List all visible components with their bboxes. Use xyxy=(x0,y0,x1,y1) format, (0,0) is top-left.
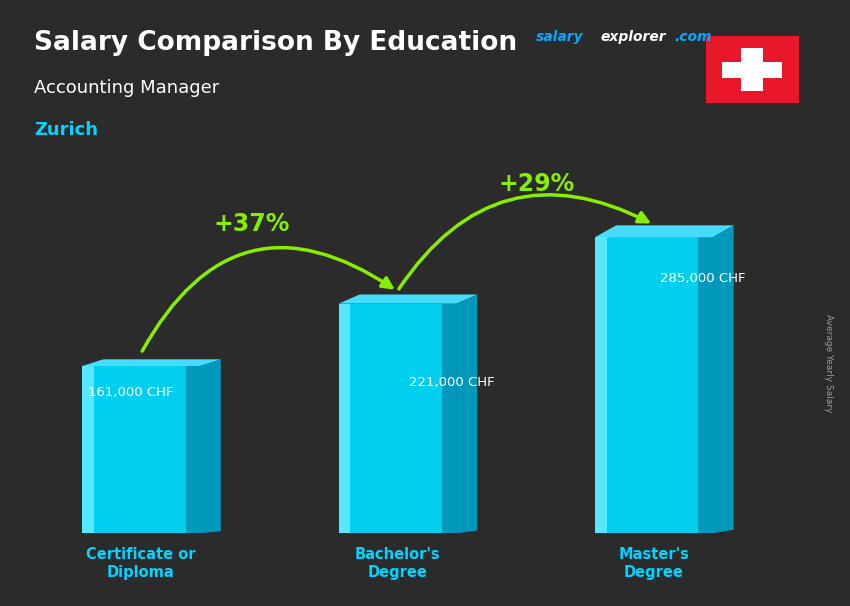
Text: explorer: explorer xyxy=(600,30,666,44)
Bar xyxy=(442,304,456,533)
Bar xyxy=(595,237,712,533)
Text: Zurich: Zurich xyxy=(34,121,98,139)
Bar xyxy=(82,366,94,533)
Text: .com: .com xyxy=(674,30,711,44)
Bar xyxy=(741,48,763,91)
Bar xyxy=(338,304,350,533)
Bar xyxy=(699,237,712,533)
Text: 161,000 CHF: 161,000 CHF xyxy=(88,387,173,399)
Text: 221,000 CHF: 221,000 CHF xyxy=(409,376,495,388)
Polygon shape xyxy=(456,295,477,533)
Text: Salary Comparison By Education: Salary Comparison By Education xyxy=(34,30,517,56)
Polygon shape xyxy=(338,295,477,304)
Text: +37%: +37% xyxy=(214,212,290,236)
Bar xyxy=(595,237,607,533)
Text: +29%: +29% xyxy=(498,171,575,196)
Polygon shape xyxy=(82,359,221,366)
Text: salary: salary xyxy=(536,30,583,44)
Polygon shape xyxy=(712,225,734,533)
Polygon shape xyxy=(200,359,221,533)
Bar xyxy=(185,366,200,533)
Text: Average Yearly Salary: Average Yearly Salary xyxy=(824,315,833,413)
Text: Accounting Manager: Accounting Manager xyxy=(34,79,219,97)
Bar xyxy=(338,304,456,533)
Text: 285,000 CHF: 285,000 CHF xyxy=(660,271,745,285)
Bar xyxy=(82,366,200,533)
Bar xyxy=(722,62,782,78)
Polygon shape xyxy=(595,225,734,237)
